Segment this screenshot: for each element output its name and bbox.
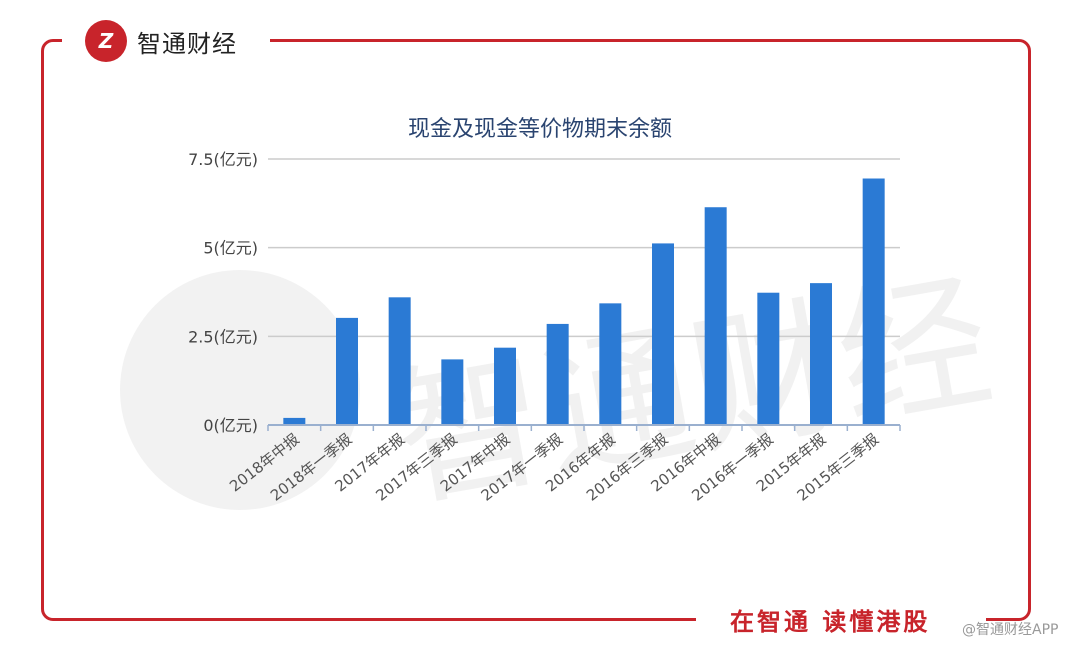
y-tick-label: 5(亿元) xyxy=(203,239,258,258)
brand-header: Z 智通财经 xyxy=(85,20,237,62)
bar xyxy=(862,178,885,425)
bar xyxy=(441,359,464,425)
bar xyxy=(494,347,516,425)
brand-logo-icon: Z xyxy=(85,20,127,62)
y-tick-label: 0(亿元) xyxy=(203,416,258,435)
bar xyxy=(388,297,411,425)
slogan-mask xyxy=(696,600,986,640)
footer-app-mark: @智通财经APP xyxy=(962,622,1059,638)
bar xyxy=(336,317,358,425)
bar xyxy=(810,283,832,425)
y-tick-label: 2.5(亿元) xyxy=(188,327,258,346)
footer-slogan: 在智通 读懂港股 xyxy=(730,608,931,636)
bar xyxy=(704,207,727,425)
bar xyxy=(652,243,674,425)
chart-title: 现金及现金等价物期末余额 xyxy=(408,117,672,142)
bar xyxy=(757,292,780,425)
card-frame xyxy=(41,39,1031,621)
y-tick-label: 7.5(亿元) xyxy=(188,150,258,169)
bar xyxy=(283,417,306,425)
bar xyxy=(599,303,622,425)
bar xyxy=(546,323,569,425)
brand-name: 智通财经 xyxy=(137,29,237,58)
